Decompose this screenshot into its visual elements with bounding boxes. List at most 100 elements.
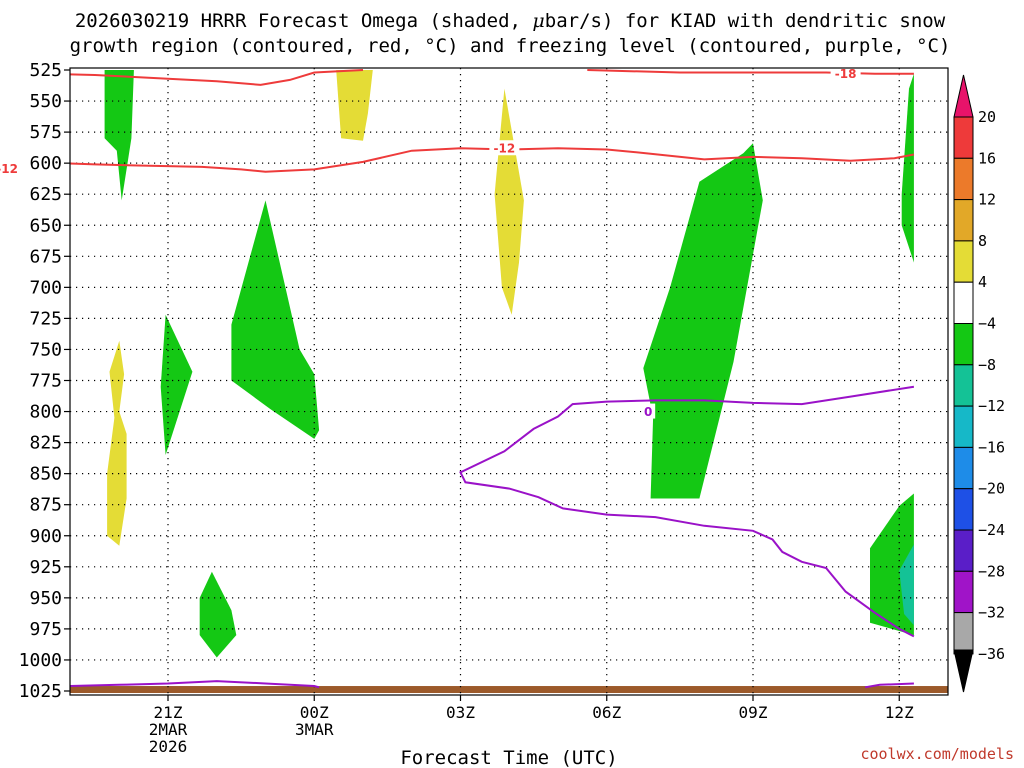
colorbar-swatch-12 [953, 570, 974, 614]
y-tick-label-625: 625 [29, 184, 62, 205]
colorbar-label-1: 20 [978, 108, 996, 126]
y-tick-label-575: 575 [29, 122, 62, 143]
colorbar-swatch-3 [953, 199, 974, 242]
dendritic-contour-label-2-1-bg [830, 65, 861, 81]
y-tick-label-550: 550 [29, 91, 62, 112]
dendritic-contour-label-1-2-bg [489, 140, 520, 156]
colorbar-swatch-10 [953, 488, 974, 531]
y-tick-label-700: 700 [29, 277, 62, 298]
x-tick-label-21Z-sub1: 2MAR [149, 720, 188, 739]
y-tick-label-525: 525 [29, 60, 62, 81]
colorbar-label-10: −20 [978, 480, 1005, 498]
colorbar-swatch-6 [953, 323, 974, 366]
x-axis-title: Forecast Time (UTC) [400, 747, 617, 768]
colorbar-top-arrow [953, 74, 974, 118]
x-tick-label-21Z: 21Z [154, 703, 183, 722]
colorbar-label-14: −36 [978, 645, 1005, 663]
x-tick-label-21Z-sub2: 2026 [149, 737, 188, 756]
omega-region-5 [643, 143, 763, 499]
y-tick-label-750: 750 [29, 339, 62, 360]
omega-shading-layer [104, 70, 914, 658]
colorbar-label-9: −16 [978, 438, 1005, 456]
colorbar-swatch-11 [953, 529, 974, 572]
y-tick-label-850: 850 [29, 464, 62, 485]
dendritic-contour-label-1-1-bg [0, 160, 23, 176]
y-tick-label-800: 800 [29, 402, 62, 423]
colorbar-swatch-9 [953, 446, 974, 490]
dendritic-contour-1 [70, 147, 915, 173]
y-tick-label-725: 725 [29, 308, 62, 329]
terrain-layer [70, 686, 948, 693]
y-tick-label-650: 650 [29, 215, 62, 236]
freezing-contour-3 [864, 682, 914, 689]
colorbar-label-5: 4 [978, 273, 987, 291]
x-tick-label-03Z: 03Z [446, 703, 475, 722]
x-tick-label-12Z: 12Z [885, 703, 914, 722]
colorbar-label-2: 16 [978, 149, 996, 167]
x-tick-label-09Z: 09Z [739, 703, 768, 722]
colorbar-swatch-8 [953, 405, 974, 448]
chart-title-line-1: 2026030219 HRRR Forecast Omega (shaded, … [75, 10, 946, 32]
y-tick-label-775: 775 [29, 371, 62, 392]
colorbar-swatch-2 [953, 157, 974, 201]
grid-layer [70, 68, 948, 695]
x-tick-label-00Z-sub1: 3MAR [295, 720, 334, 739]
colorbar-swatch-4 [953, 240, 974, 283]
y-tick-label-975: 975 [29, 619, 62, 640]
freezing-contour-label-1-1-bg [641, 403, 656, 419]
x-tick-label-00Z: 00Z [300, 703, 329, 722]
y-tick-label-950: 950 [29, 588, 62, 609]
omega-region-1 [104, 70, 134, 201]
omega-region-8 [899, 544, 914, 626]
freezing-contour-label-1-1: 0 [644, 405, 652, 419]
y-tick-label-600: 600 [29, 153, 62, 174]
omega-region-11 [107, 340, 127, 546]
omega-region-2 [160, 314, 193, 455]
colorbar-label-8: −12 [978, 397, 1005, 415]
colorbar-bottom-arrow [953, 649, 974, 693]
y-axis: 525 550 575 600 625 650 675 700 725 750 775 800 825 8… [19, 60, 70, 702]
dendritic-contour-label-1-2: -12 [494, 142, 516, 156]
dendritic-contour-label-2-1: -18 [835, 67, 857, 81]
chart-title-line-1-post: bar/s) for KIAD with dendritic snow [545, 10, 946, 32]
dendritic-contour-2 [70, 69, 364, 86]
colorbar-swatch-13 [953, 612, 974, 655]
colorbar-label-3: 12 [978, 191, 996, 209]
terrain-strip [70, 686, 948, 693]
dendritic-contour-3 [587, 69, 914, 75]
colorbar-label-6: −4 [978, 315, 996, 333]
y-tick-label-900: 900 [29, 526, 62, 547]
chart-title-line-2: growth region (contoured, red, °C) and f… [70, 35, 951, 57]
y-tick-label-875: 875 [29, 495, 62, 516]
colorbar-swatch-7 [953, 364, 974, 407]
contour-layer [70, 69, 915, 689]
omega-region-4 [199, 571, 237, 658]
colorbar: 20 16 12 8 4 −4 −8 −12 −16 −20 −24 −28 −32 −36 [953, 74, 1005, 693]
chart-title-line-1-pre: 2026030219 HRRR Forecast Omega (shaded, [75, 10, 533, 32]
y-tick-label-675: 675 [29, 246, 62, 267]
colorbar-label-13: −32 [978, 604, 1005, 622]
omega-region-3 [231, 200, 320, 439]
freezing-contour-1 [459, 385, 915, 638]
colorbar-label-12: −28 [978, 562, 1005, 580]
y-tick-label-825: 825 [29, 433, 62, 454]
y-tick-label-925: 925 [29, 557, 62, 578]
colorbar-label-7: −8 [978, 356, 996, 374]
omega-region-6 [901, 73, 914, 263]
colorbar-label-4: 8 [978, 232, 987, 250]
omega-region-9 [336, 70, 373, 141]
freezing-contour-2 [70, 680, 320, 689]
y-tick-label-1000: 1000 [19, 650, 62, 671]
colorbar-swatch-1 [953, 116, 974, 159]
credit-text: coolwx.com/models [860, 745, 1014, 763]
colorbar-swatch-5 [953, 281, 974, 325]
x-tick-label-06Z: 06Z [592, 703, 621, 722]
chart-title-mu-symbol: μ [532, 10, 544, 32]
plot-frame [69, 67, 949, 696]
colorbar-label-11: −24 [978, 521, 1005, 539]
y-tick-label-1025: 1025 [19, 681, 62, 702]
dendritic-contour-label-1-1: -12 [0, 162, 18, 176]
contour-label-layer: -12 -12 -18 0 [0, 65, 861, 419]
